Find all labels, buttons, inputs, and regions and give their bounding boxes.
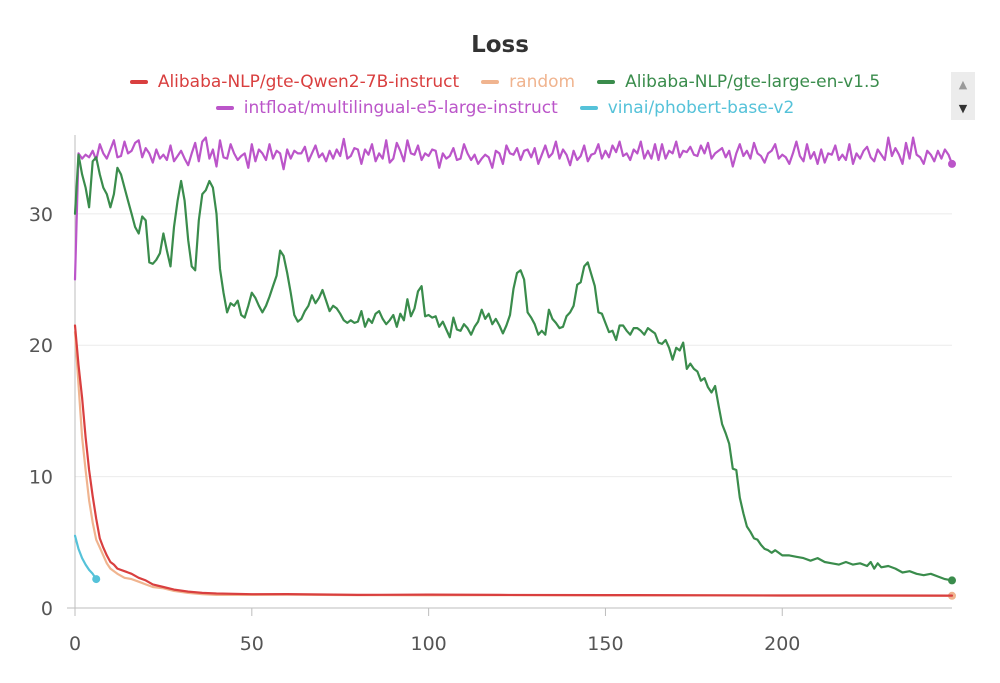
series-end-point-vinai-phobert-base-v2	[92, 575, 101, 584]
legend-item[interactable]: Alibaba-NLP/gte-large-en-v1.5	[597, 72, 880, 92]
legend-item[interactable]: Alibaba-NLP/gte-Qwen2-7B-instruct	[129, 72, 460, 92]
x-tick-label: 200	[764, 633, 800, 655]
legend-swatch	[579, 106, 598, 110]
legend-item[interactable]: intfloat/multilingual-e5-large-instruct	[215, 98, 558, 118]
y-tick-label: 20	[29, 335, 53, 357]
tick-labels: 0 10 20 30 0 50 100 150 200	[29, 204, 801, 655]
series-line-intfloat-multilingual-e5-large-instruct[interactable]	[73, 136, 954, 281]
series-layer	[73, 136, 956, 600]
series-end-point-alibaba-nlp-gte-large-en-v1-5	[948, 576, 956, 585]
series-end-point-intfloat-multilingual-e5-large-instruct	[948, 159, 956, 168]
series-line-vinai-phobert-base-v2[interactable]	[73, 534, 98, 581]
series-line-random[interactable]	[73, 331, 954, 597]
legend-row-1: Alibaba-NLP/gte-Qwen2-7B-instruct random A…	[60, 72, 950, 92]
legend-label: random	[509, 72, 576, 92]
legend-item[interactable]: random	[481, 72, 575, 92]
series-line-alibaba-nlp-gte-large-en-v1-5[interactable]	[73, 153, 954, 582]
y-tick-label: 0	[41, 598, 53, 620]
legend-swatch	[481, 80, 500, 84]
legend-row-2: intfloat/multilingual-e5-large-instruct v…	[60, 98, 950, 118]
y-tick-label: 30	[29, 204, 53, 226]
legend-label: vinai/phobert-base-v2	[607, 98, 795, 118]
legend-swatch	[215, 106, 234, 110]
legend-swatch	[129, 80, 148, 84]
series-line-alibaba-nlp-gte-qwen2-7b-instruct[interactable]	[73, 324, 954, 597]
legend-scrollbar[interactable]: ▲ ▼	[951, 72, 975, 120]
legend-label: Alibaba-NLP/gte-large-en-v1.5	[625, 72, 881, 92]
x-tick-label: 50	[240, 633, 264, 655]
legend-item[interactable]: vinai/phobert-base-v2	[579, 98, 795, 118]
legend-label: intfloat/multilingual-e5-large-instruct	[243, 98, 558, 118]
gridlines	[75, 213, 952, 478]
x-tick-label: 0	[69, 633, 81, 655]
chart-title: Loss	[471, 32, 529, 58]
y-tick-label: 10	[29, 467, 53, 489]
x-tick-label: 100	[410, 633, 446, 655]
legend-label: Alibaba-NLP/gte-Qwen2-7B-instruct	[157, 72, 460, 92]
legend-swatch	[597, 80, 616, 84]
x-tick-label: 150	[587, 633, 623, 655]
scroll-down-arrow-icon[interactable]: ▼	[958, 101, 968, 115]
scroll-up-arrow-icon[interactable]: ▲	[958, 77, 968, 91]
